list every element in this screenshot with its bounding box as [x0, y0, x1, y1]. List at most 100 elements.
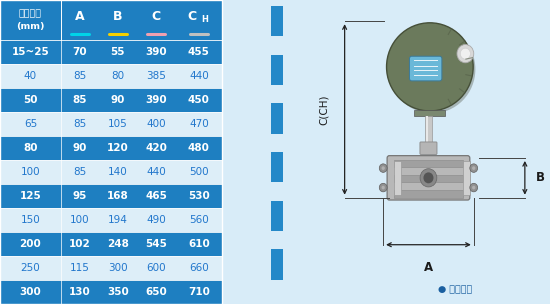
- Text: 115: 115: [70, 263, 90, 273]
- Bar: [271, 249, 283, 280]
- Text: 仪表口径
(mm): 仪表口径 (mm): [16, 9, 45, 31]
- Text: 400: 400: [146, 119, 166, 129]
- Text: 168: 168: [107, 191, 129, 201]
- Text: 70: 70: [73, 47, 87, 57]
- Circle shape: [472, 166, 475, 170]
- Text: 95: 95: [73, 191, 87, 201]
- Text: 194: 194: [108, 215, 128, 225]
- Bar: [0, 0, 222, 304]
- Bar: [0, 40, 222, 64]
- Bar: [426, 116, 428, 144]
- Text: H: H: [201, 15, 208, 24]
- FancyBboxPatch shape: [420, 142, 437, 154]
- Text: 140: 140: [108, 167, 128, 177]
- Text: 85: 85: [73, 71, 86, 81]
- Bar: [394, 175, 464, 182]
- FancyBboxPatch shape: [387, 156, 470, 200]
- Text: C(CH): C(CH): [318, 94, 329, 125]
- Text: 102: 102: [69, 239, 91, 249]
- Text: B: B: [536, 171, 544, 184]
- Text: 125: 125: [20, 191, 41, 201]
- Text: 85: 85: [73, 95, 87, 105]
- Text: 465: 465: [145, 191, 167, 201]
- Text: B: B: [113, 10, 123, 23]
- Text: 80: 80: [23, 143, 38, 153]
- Bar: [425, 116, 432, 144]
- Text: 50: 50: [23, 95, 38, 105]
- Bar: [394, 161, 402, 195]
- Text: 200: 200: [20, 239, 41, 249]
- Text: 130: 130: [69, 287, 91, 297]
- Text: 100: 100: [21, 167, 40, 177]
- Text: 150: 150: [20, 215, 40, 225]
- Text: 500: 500: [189, 167, 208, 177]
- Text: 385: 385: [146, 71, 166, 81]
- Bar: [463, 161, 470, 195]
- Circle shape: [382, 186, 385, 189]
- Circle shape: [382, 166, 385, 170]
- Bar: [0, 208, 222, 232]
- Text: 420: 420: [145, 143, 167, 153]
- Bar: [271, 103, 283, 134]
- Text: A: A: [75, 10, 85, 23]
- Bar: [0, 256, 222, 280]
- Text: 710: 710: [188, 287, 210, 297]
- Text: C: C: [188, 10, 197, 23]
- Text: 440: 440: [146, 167, 166, 177]
- Text: 300: 300: [20, 287, 41, 297]
- Circle shape: [379, 183, 387, 192]
- Text: 120: 120: [107, 143, 129, 153]
- Circle shape: [424, 172, 433, 183]
- Bar: [271, 6, 283, 36]
- Text: A: A: [424, 261, 433, 274]
- Text: 530: 530: [188, 191, 210, 201]
- FancyBboxPatch shape: [409, 56, 442, 81]
- Text: 90: 90: [73, 143, 87, 153]
- Bar: [0, 184, 222, 208]
- Circle shape: [457, 45, 474, 63]
- Text: 650: 650: [145, 287, 167, 297]
- Bar: [415, 110, 445, 116]
- Bar: [271, 152, 283, 182]
- Circle shape: [420, 169, 437, 187]
- Text: C: C: [152, 10, 161, 23]
- Circle shape: [470, 164, 477, 172]
- Bar: [271, 201, 283, 231]
- Text: 300: 300: [108, 263, 128, 273]
- Text: 545: 545: [145, 239, 167, 249]
- Text: 250: 250: [20, 263, 40, 273]
- Text: 390: 390: [145, 95, 167, 105]
- Text: 248: 248: [107, 239, 129, 249]
- Text: 65: 65: [24, 119, 37, 129]
- Bar: [0, 232, 222, 256]
- Text: ● 常规仪表: ● 常规仪表: [438, 285, 472, 294]
- Bar: [394, 190, 464, 198]
- Bar: [0, 112, 222, 136]
- Circle shape: [472, 186, 475, 189]
- Text: 610: 610: [188, 239, 210, 249]
- Text: 15~25: 15~25: [12, 47, 50, 57]
- Bar: [0, 0, 222, 40]
- Ellipse shape: [389, 25, 475, 113]
- Bar: [0, 160, 222, 184]
- Text: 450: 450: [188, 95, 210, 105]
- Text: 455: 455: [188, 47, 210, 57]
- Bar: [0, 64, 222, 88]
- Text: 85: 85: [73, 167, 86, 177]
- Text: 90: 90: [111, 95, 125, 105]
- Bar: [0, 280, 222, 304]
- Text: 390: 390: [145, 47, 167, 57]
- Bar: [0, 88, 222, 112]
- Text: 105: 105: [108, 119, 128, 129]
- Text: 350: 350: [107, 287, 129, 297]
- Text: 490: 490: [146, 215, 166, 225]
- Circle shape: [379, 164, 387, 172]
- Bar: [271, 55, 283, 85]
- Text: 440: 440: [189, 71, 209, 81]
- Text: 55: 55: [111, 47, 125, 57]
- Bar: [394, 160, 464, 167]
- Text: 40: 40: [24, 71, 37, 81]
- Text: 600: 600: [146, 263, 166, 273]
- Circle shape: [470, 183, 477, 192]
- Text: 470: 470: [189, 119, 209, 129]
